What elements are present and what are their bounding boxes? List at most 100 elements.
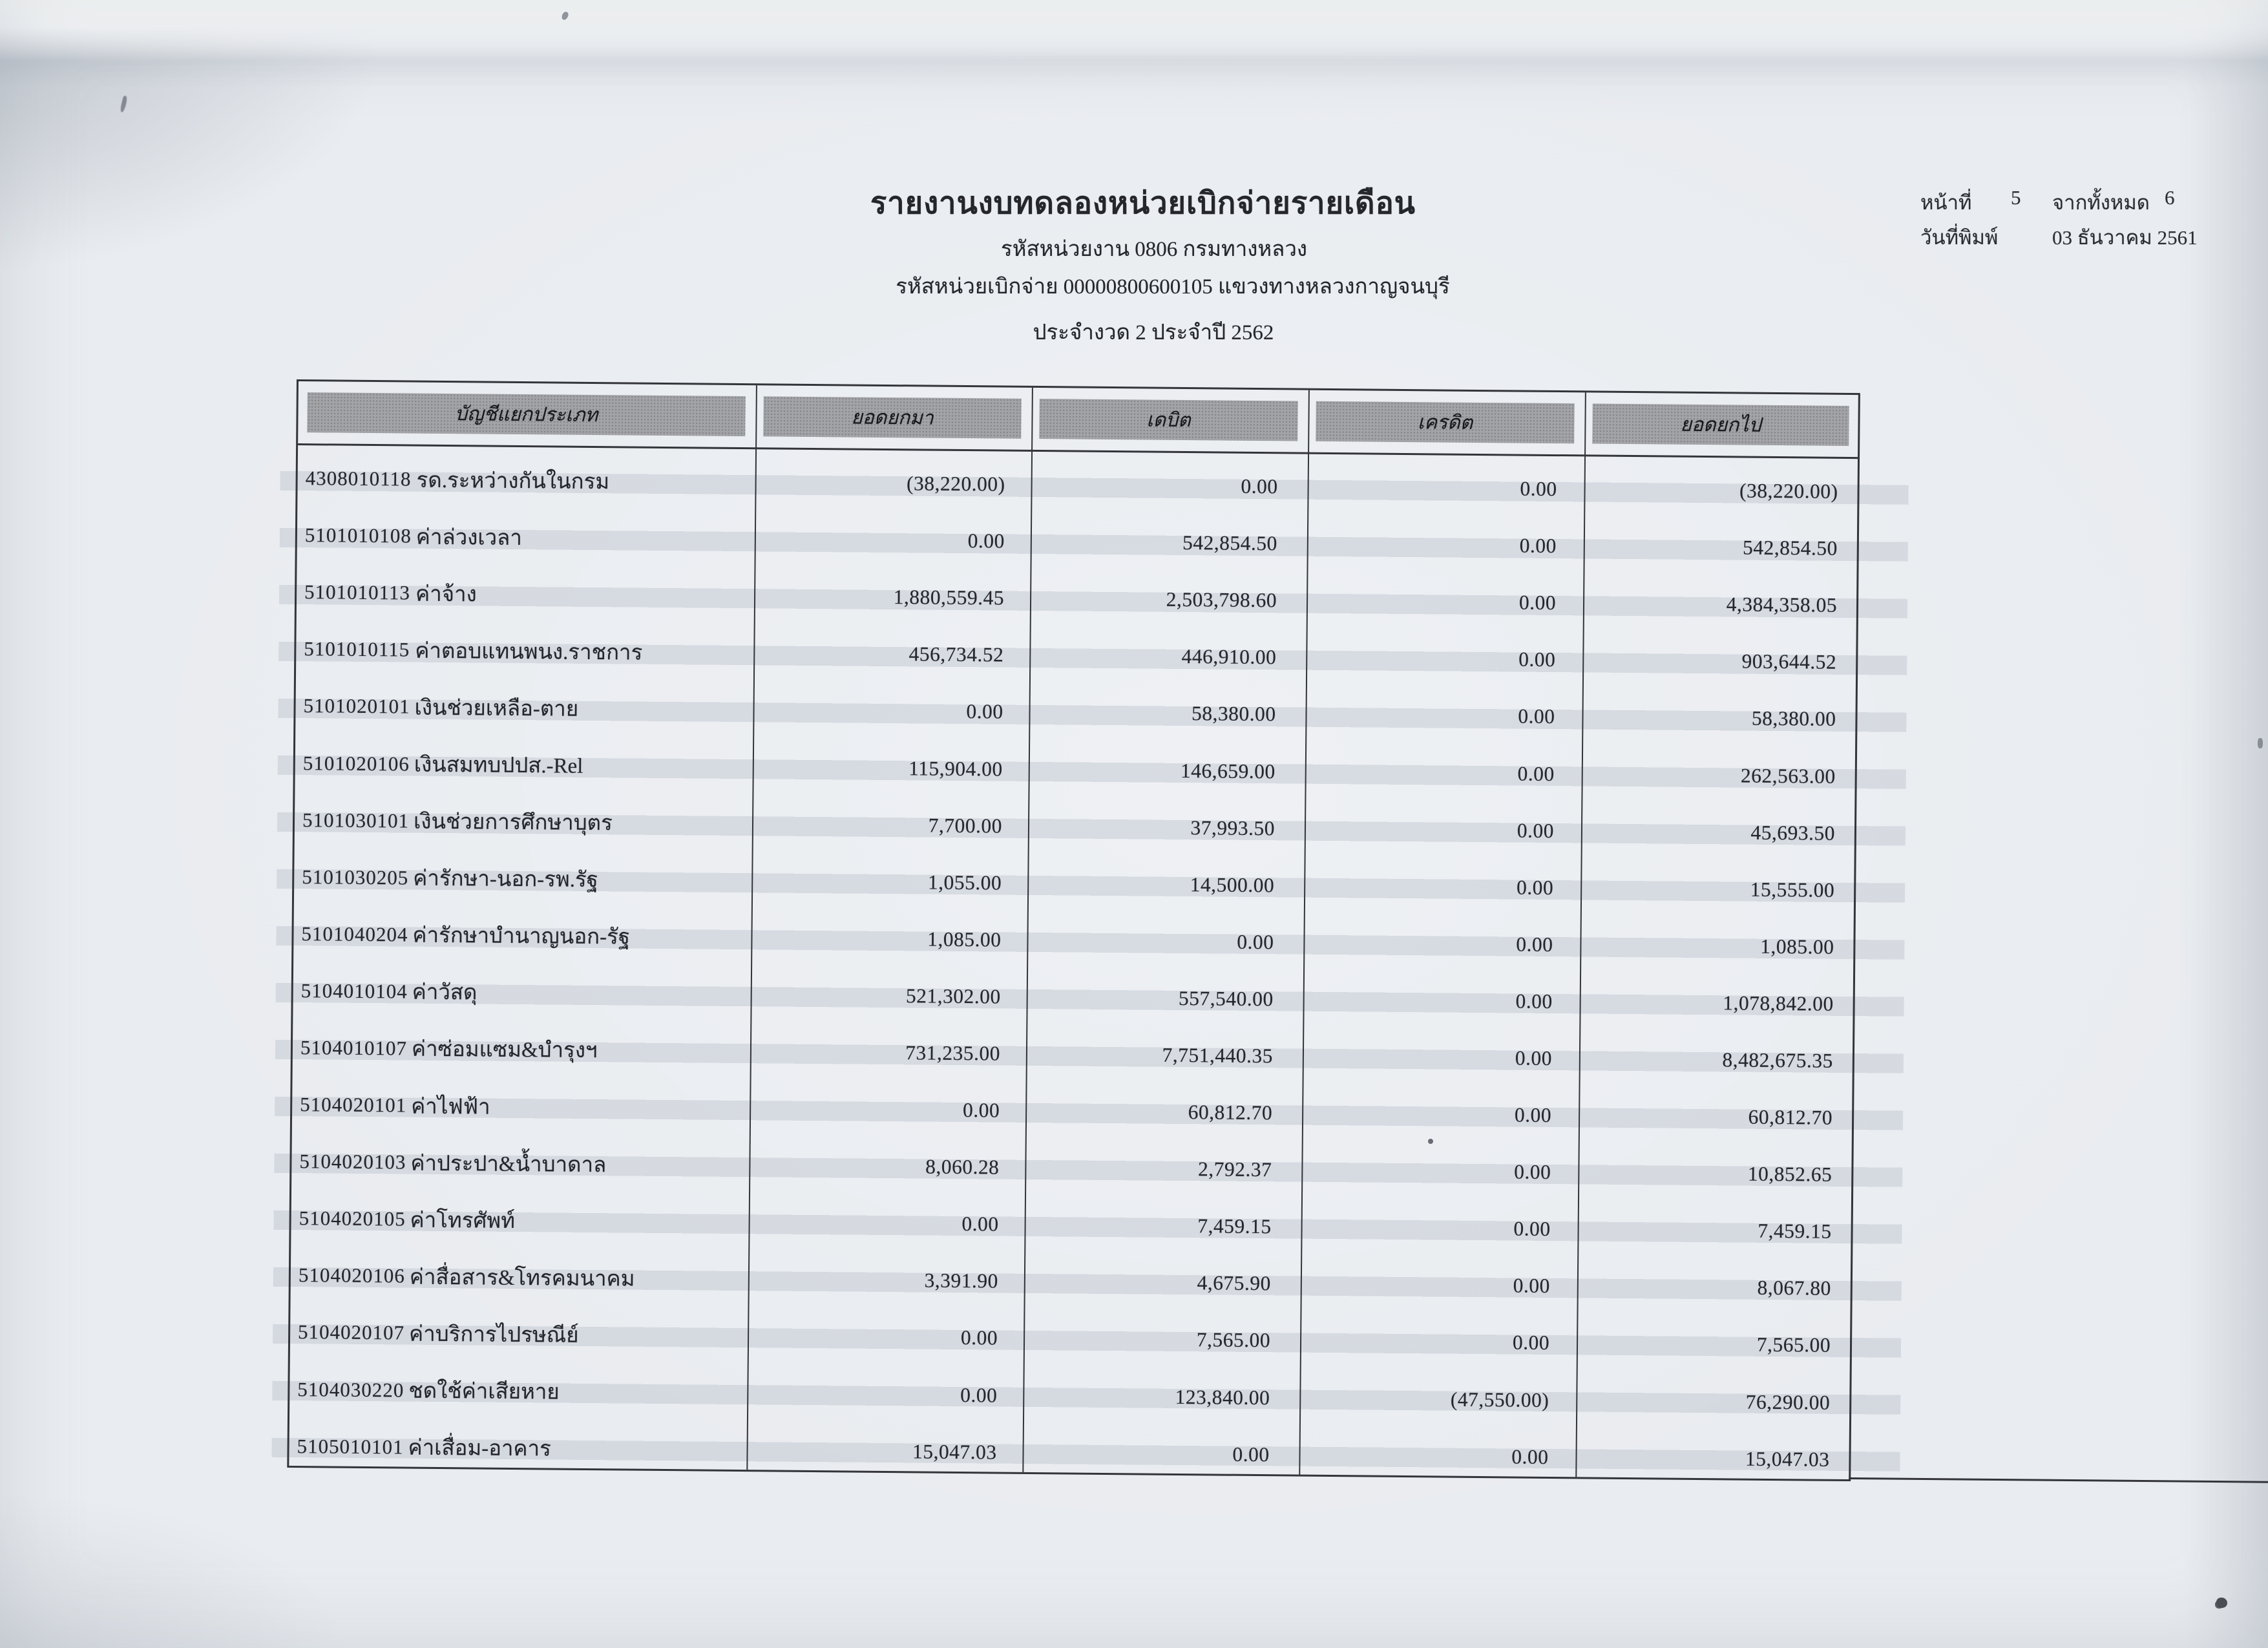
amount-brought-forward: 7,700.00 xyxy=(928,814,1003,838)
amount-brought-forward: 0.00 xyxy=(960,1326,998,1349)
account-name: เงินช่วยการศึกษาบุตร xyxy=(413,810,613,836)
account-name: รด.ระหว่างกันในกรม xyxy=(416,469,610,494)
account-name: ค่าจ้าง xyxy=(415,582,477,607)
amount-carried-forward: 58,380.00 xyxy=(1751,707,1836,731)
total-pages-value: 6 xyxy=(2165,186,2175,209)
print-date-label: วันที่พิมพ์ xyxy=(1920,226,1999,249)
column-header-brought-forward: ยอดยกมา xyxy=(754,385,1031,450)
amount-carried-forward: 15,047.03 xyxy=(1745,1447,1830,1471)
amount-debit: 60,812.70 xyxy=(1188,1101,1273,1125)
amount-brought-forward: (38,220.00) xyxy=(906,472,1005,496)
amount-debit: 7,459.15 xyxy=(1197,1214,1272,1238)
account-cell: 5104020107 ค่าบริการไปรษณีย์ xyxy=(290,1299,747,1360)
account-name: ค่าล่วงเวลา xyxy=(415,525,523,550)
amount-credit: 0.00 xyxy=(1516,933,1553,956)
amount-debit: 0.00 xyxy=(1232,1442,1270,1466)
table-body: 4308010118 รด.ระหว่างกันในกรม (38,220.00… xyxy=(289,445,1858,1484)
amount-credit: 0.00 xyxy=(1519,534,1557,558)
amount-credit: 0.00 xyxy=(1514,1160,1551,1184)
period-line: ประจำงวด 2 ประจำปี 2562 xyxy=(1033,321,1274,344)
amount-brought-forward: 456,734.52 xyxy=(908,642,1004,666)
amount-credit: 0.00 xyxy=(1513,1217,1551,1241)
amount-brought-forward: 521,302.00 xyxy=(905,984,1001,1008)
amount-debit: 146,659.00 xyxy=(1180,759,1276,783)
amount-brought-forward: 0.00 xyxy=(961,1212,999,1236)
amount-credit: 0.00 xyxy=(1515,1046,1553,1070)
amount-credit: (47,550.00) xyxy=(1450,1388,1549,1411)
amount-debit: 2,503,798.60 xyxy=(1166,587,1277,612)
account-name: ค่ารักษา-นอก-รพ.รัฐ xyxy=(413,867,599,893)
amount-carried-forward: 542,854.50 xyxy=(1742,536,1838,560)
amount-carried-forward: 262,563.00 xyxy=(1740,764,1836,788)
amount-carried-forward: 7,459.15 xyxy=(1758,1220,1832,1243)
account-cell: 5101040204 ค่ารักษาบำนาญนอก-รัฐ xyxy=(293,901,750,962)
column-header-debit-label: เดบิต xyxy=(1039,399,1298,441)
account-name: ค่าสื่อสาร&โทรคมนาคม xyxy=(409,1265,635,1291)
column-header-carried-forward: ยอดยกไป xyxy=(1583,392,1858,457)
amount-debit: 2,792.37 xyxy=(1197,1157,1272,1181)
amount-carried-forward: 8,067.80 xyxy=(1757,1276,1831,1300)
account-code: 5104020107 xyxy=(297,1320,405,1344)
account-name: ค่าตอบแทนพนง.ราชการ xyxy=(415,639,643,665)
column-header-account: บัญชีแยกประเภท xyxy=(298,381,755,447)
column-header-credit: เครดิต xyxy=(1307,390,1584,455)
column-header-carried-forward-label: ยอดยกไป xyxy=(1592,403,1849,446)
account-cell: 5104020101 ค่าไฟฟ้า xyxy=(292,1072,749,1132)
amount-brought-forward: 8,060.28 xyxy=(925,1155,1000,1179)
bottom-rule-extension xyxy=(1849,1477,2268,1483)
account-code: 5101020106 xyxy=(302,751,410,776)
amount-credit: 0.00 xyxy=(1518,648,1556,671)
column-header-credit-label: เครดิต xyxy=(1316,401,1575,444)
account-name: ค่าประปา&น้ำบาดาล xyxy=(410,1152,607,1177)
account-code: 4308010118 xyxy=(305,467,412,491)
amount-credit: 0.00 xyxy=(1514,1103,1552,1127)
amount-carried-forward: 10,852.65 xyxy=(1747,1162,1832,1186)
agency-code-line: รหัสหน่วยงาน 0806 กรมทางหลวง xyxy=(1001,238,1307,261)
amount-debit: 37,993.50 xyxy=(1190,816,1276,840)
amount-debit: 7,751,440.35 xyxy=(1162,1043,1274,1068)
account-name: ค่าเสื่อม-อาคาร xyxy=(408,1436,552,1461)
amount-credit: 0.00 xyxy=(1520,477,1557,501)
amount-brought-forward: 731,235.00 xyxy=(905,1041,1001,1065)
amount-carried-forward: 1,085.00 xyxy=(1760,935,1834,958)
account-code: 5104010104 xyxy=(300,978,408,1003)
column-header-brought-forward-label: ยอดยกมา xyxy=(763,396,1022,439)
account-code: 5104010107 xyxy=(300,1036,408,1060)
amount-debit: 7,565.00 xyxy=(1196,1328,1271,1352)
account-cell: 5104010107 ค่าซ่อมแซม&บำรุงฯ xyxy=(293,1015,750,1075)
account-name: ค่าโทรศัพท์ xyxy=(410,1209,516,1233)
amount-debit: 14,500.00 xyxy=(1190,872,1275,896)
amount-brought-forward: 0.00 xyxy=(962,1099,1000,1122)
account-cell: 5104020106 ค่าสื่อสาร&โทรคมนาคม xyxy=(291,1242,748,1303)
amount-brought-forward: 0.00 xyxy=(960,1383,998,1407)
page-number-label: หน้าที่ xyxy=(1920,191,1972,214)
amount-carried-forward: (38,220.00) xyxy=(1739,479,1838,503)
amount-carried-forward: 45,693.50 xyxy=(1750,821,1836,845)
column-header-debit: เดบิต xyxy=(1030,388,1307,452)
page-number-value: 5 xyxy=(2011,186,2021,209)
amount-credit: 0.00 xyxy=(1511,1445,1549,1468)
amount-debit: 0.00 xyxy=(1241,474,1278,498)
account-name: ค่าซ่อมแซม&บำรุงฯ xyxy=(411,1038,598,1063)
amount-credit: 0.00 xyxy=(1517,762,1555,785)
account-cell: 5101030205 ค่ารักษา-นอก-รพ.รัฐ xyxy=(294,844,751,905)
amount-debit: 446,910.00 xyxy=(1181,645,1277,669)
account-code: 5104030220 xyxy=(297,1377,404,1402)
print-date-value: 03 ธันวาคม 2561 xyxy=(2052,226,2198,249)
amount-brought-forward: 115,904.00 xyxy=(908,756,1003,781)
account-code: 5101010115 xyxy=(304,637,410,661)
amount-credit: 0.00 xyxy=(1517,819,1555,842)
table-border-frame: บัญชีแยกประเภท ยอดยกมา เดบิต เครดิต ยอดย… xyxy=(287,379,1860,1484)
amount-debit: 123,840.00 xyxy=(1175,1385,1270,1409)
amount-brought-forward: 0.00 xyxy=(967,529,1005,553)
amount-debit: 0.00 xyxy=(1237,930,1274,954)
account-name: เงินช่วยเหลือ-ตาย xyxy=(414,696,579,721)
amount-credit: 0.00 xyxy=(1518,704,1555,728)
account-cell: 5101020101 เงินช่วยเหลือ-ตาย xyxy=(295,673,752,734)
report-title: รายงานงบทดลองหน่วยเบิกจ่ายรายเดือน xyxy=(870,187,1416,220)
amount-carried-forward: 1,078,842.00 xyxy=(1723,991,1834,1015)
amount-credit: 0.00 xyxy=(1516,876,1554,899)
account-code: 5104020105 xyxy=(299,1207,406,1231)
account-code: 5104020106 xyxy=(298,1263,406,1287)
